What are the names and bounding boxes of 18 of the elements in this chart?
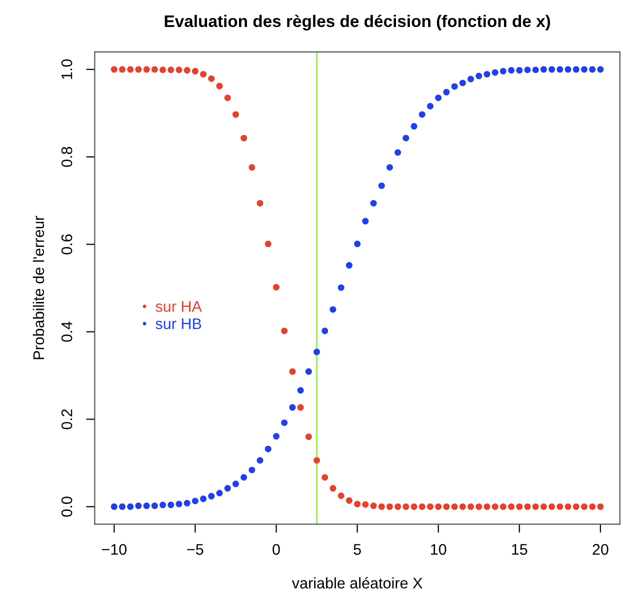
y-axis-title: Probabilite de l'erreur bbox=[32, 216, 44, 360]
x-tick-label: −10 bbox=[102, 544, 127, 555]
x-tick-label: 15 bbox=[512, 544, 528, 555]
y-tick-label: 0.0 bbox=[61, 496, 72, 517]
x-tick-label: 20 bbox=[592, 544, 608, 555]
x-tick-label: 10 bbox=[431, 544, 446, 555]
legend-label: sur HB bbox=[156, 318, 202, 330]
x-axis-title: variable aléatoire X bbox=[292, 577, 422, 589]
x-tick-label: −5 bbox=[187, 544, 204, 555]
y-tick-label: 0.2 bbox=[61, 409, 72, 430]
x-tick-label: 5 bbox=[354, 544, 361, 555]
y-tick-label: 0.4 bbox=[61, 322, 72, 342]
y-tick-label: 0.8 bbox=[61, 146, 72, 167]
legend-label: sur HA bbox=[156, 301, 202, 312]
y-tick-label: 0.6 bbox=[61, 234, 72, 254]
x-tick-label: 0 bbox=[272, 544, 280, 555]
y-tick-label: 1.0 bbox=[61, 59, 72, 79]
chart-title: Evaluation des règles de décision (fonction de x) bbox=[164, 14, 550, 30]
